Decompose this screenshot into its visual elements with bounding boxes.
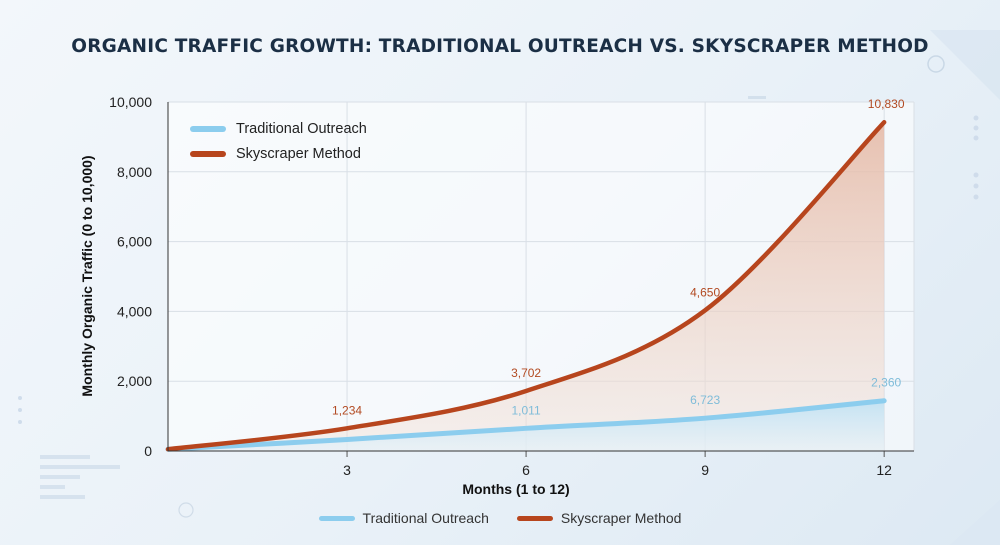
data-label-skyscraper: 10,830 — [868, 97, 905, 111]
x-tick-label: 12 — [876, 462, 892, 478]
legend-label-skyscraper: Skyscraper Method — [236, 145, 361, 162]
legend-bottom-swatch-traditional — [318, 515, 355, 521]
legend-bottom: Traditional Outreach Skyscraper Method — [0, 510, 1000, 526]
chart-title: ORGANIC TRAFFIC GROWTH: TRADITIONAL OUTR… — [71, 36, 929, 57]
y-tick-label: 2,000 — [117, 373, 152, 389]
legend-swatch-traditional — [190, 125, 226, 132]
areas — [168, 122, 885, 451]
area-traditional — [168, 400, 885, 451]
lines — [165, 119, 887, 452]
legend-item-traditional: Traditional Outreach — [190, 116, 367, 141]
y-tick-label: 0 — [144, 443, 152, 459]
data-label-traditional: 6,723 — [690, 393, 720, 407]
y-axis-title: Monthly Organic Traffic (0 to 10,000) — [79, 155, 95, 396]
legend-bottom-label-skyscraper: Skyscraper Method — [560, 510, 682, 526]
legend-bottom-swatch-skyscraper — [516, 515, 553, 521]
data-label-skyscraper: 3,702 — [511, 366, 541, 380]
legend-bottom-item-traditional: Traditional Outreach — [318, 510, 489, 526]
data-label-skyscraper: 4,650 — [690, 285, 720, 299]
legend-swatch-skyscraper — [190, 150, 226, 157]
y-tick-label: 6,000 — [117, 234, 152, 250]
y-tick-label: 10,000 — [109, 94, 152, 110]
area-skyscraper — [168, 122, 885, 451]
legend-item-skyscraper: Skyscraper Method — [190, 141, 367, 166]
data-label-traditional: 1,011 — [512, 403, 541, 417]
legend-inset: Traditional Outreach Skyscraper Method — [190, 116, 367, 166]
data-labels: 1,011 6,723 2,360 1,234 3,702 4,650 10,830 — [332, 97, 905, 417]
x-tick-label: 9 — [701, 462, 709, 478]
x-tick-label: 6 — [522, 462, 530, 478]
series-line-skyscraper — [165, 119, 887, 452]
series-line-traditional — [165, 398, 887, 452]
y-tick-label: 4,000 — [117, 303, 152, 319]
data-label-skyscraper: 1,234 — [332, 403, 362, 417]
data-label-traditional: 2,360 — [871, 376, 901, 390]
y-tick-label: 8,000 — [117, 164, 152, 180]
axes: 0 2,000 4,000 6,000 8,000 10,000 3 6 9 12 — [109, 94, 914, 478]
legend-label-traditional: Traditional Outreach — [236, 120, 367, 137]
x-tick-label: 3 — [343, 462, 351, 478]
x-axis-title: Months (1 to 12) — [462, 481, 569, 497]
legend-bottom-item-skyscraper: Skyscraper Method — [516, 510, 682, 526]
legend-bottom-label-traditional: Traditional Outreach — [362, 510, 489, 526]
